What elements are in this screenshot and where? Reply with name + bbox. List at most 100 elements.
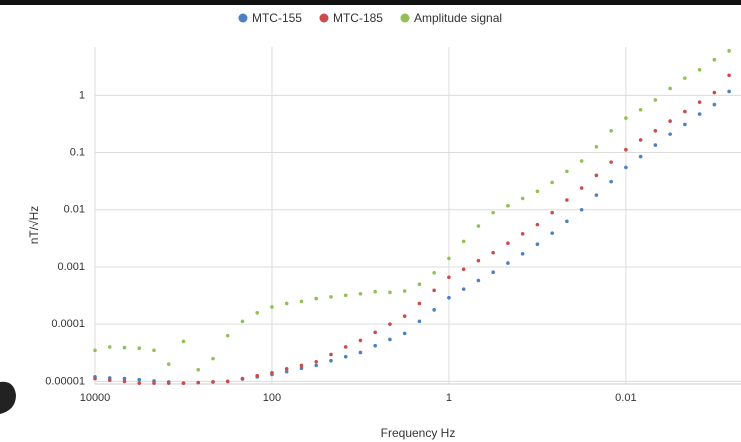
data-point bbox=[181, 339, 186, 344]
data-point bbox=[137, 381, 142, 385]
data-point bbox=[550, 210, 554, 215]
data-point bbox=[535, 242, 540, 247]
data-point bbox=[402, 331, 407, 336]
data-point bbox=[358, 338, 363, 343]
data-point bbox=[211, 380, 215, 384]
data-point bbox=[638, 107, 643, 112]
y-tick-label: 0.001 bbox=[57, 261, 85, 273]
data-point bbox=[594, 193, 599, 197]
data-point bbox=[668, 132, 672, 136]
data-point bbox=[432, 288, 436, 293]
x-tick-label: 1 bbox=[446, 392, 452, 404]
legend-marker bbox=[319, 13, 329, 23]
top-bar bbox=[0, 0, 741, 5]
data-point bbox=[461, 239, 466, 244]
data-point bbox=[476, 258, 481, 263]
data-point bbox=[712, 102, 717, 107]
data-point bbox=[329, 352, 333, 357]
data-point bbox=[284, 369, 289, 374]
data-point bbox=[314, 359, 319, 364]
data-point bbox=[594, 173, 599, 178]
data-point bbox=[225, 333, 230, 338]
data-point bbox=[520, 196, 525, 201]
data-point bbox=[447, 256, 451, 261]
data-point bbox=[683, 122, 687, 127]
data-point bbox=[299, 366, 304, 370]
x-tick-label: 10000 bbox=[80, 392, 111, 404]
data-point bbox=[196, 380, 201, 385]
data-point bbox=[388, 337, 392, 342]
data-point bbox=[550, 231, 554, 235]
data-point bbox=[491, 210, 495, 215]
data-point bbox=[122, 376, 127, 381]
data-point bbox=[93, 348, 97, 353]
data-point bbox=[609, 129, 613, 133]
y-tick-label: 0.1 bbox=[70, 146, 85, 158]
data-point bbox=[506, 241, 510, 246]
data-point bbox=[166, 381, 171, 385]
data-point bbox=[402, 289, 407, 293]
legend-label: MTC-185 bbox=[333, 11, 383, 25]
data-point bbox=[712, 57, 717, 62]
legend-marker bbox=[238, 13, 248, 23]
data-point bbox=[638, 154, 643, 159]
data-point bbox=[358, 291, 363, 296]
data-point bbox=[93, 376, 97, 381]
data-point bbox=[609, 160, 613, 164]
data-point bbox=[240, 319, 245, 324]
data-point bbox=[565, 219, 569, 224]
data-point bbox=[270, 371, 274, 375]
data-point bbox=[447, 295, 451, 300]
data-point bbox=[697, 112, 702, 116]
data-point bbox=[491, 270, 495, 275]
data-point bbox=[476, 278, 481, 283]
data-point bbox=[609, 179, 613, 184]
data-point bbox=[343, 293, 348, 298]
x-tick-label: 100 bbox=[263, 392, 281, 404]
data-point bbox=[358, 350, 363, 355]
data-point bbox=[535, 222, 540, 227]
data-point bbox=[447, 275, 451, 280]
data-point bbox=[579, 186, 584, 190]
data-point bbox=[727, 49, 731, 53]
data-point bbox=[624, 147, 628, 152]
data-point bbox=[107, 345, 112, 349]
data-point bbox=[461, 267, 466, 272]
y-tick-label: 0.0001 bbox=[51, 318, 85, 330]
data-point bbox=[373, 330, 377, 335]
data-point bbox=[152, 348, 156, 353]
data-point bbox=[152, 381, 156, 385]
data-point bbox=[166, 362, 171, 366]
data-point bbox=[329, 358, 333, 363]
data-point bbox=[697, 100, 702, 104]
data-point bbox=[550, 180, 554, 185]
data-point bbox=[255, 373, 260, 378]
data-point bbox=[624, 116, 628, 120]
data-point bbox=[727, 89, 731, 94]
data-point bbox=[299, 299, 304, 304]
data-point bbox=[565, 169, 569, 174]
y-tick-label: 0.01 bbox=[64, 204, 85, 216]
data-point bbox=[579, 207, 584, 212]
data-point bbox=[137, 377, 142, 382]
data-point bbox=[668, 86, 672, 91]
data-point bbox=[727, 73, 731, 78]
data-point bbox=[432, 308, 436, 312]
data-point bbox=[520, 251, 525, 256]
data-point bbox=[535, 189, 540, 194]
data-point bbox=[417, 282, 422, 286]
data-point bbox=[122, 345, 127, 350]
data-point bbox=[683, 76, 687, 80]
data-point bbox=[506, 204, 510, 208]
data-point bbox=[388, 290, 392, 295]
data-point bbox=[653, 143, 658, 147]
data-point bbox=[181, 381, 186, 385]
data-point bbox=[107, 378, 112, 382]
data-point bbox=[491, 250, 495, 255]
data-point bbox=[122, 379, 127, 384]
data-point bbox=[255, 311, 260, 315]
device-edge bbox=[0, 381, 16, 414]
data-point bbox=[653, 129, 658, 133]
data-point bbox=[638, 138, 643, 142]
